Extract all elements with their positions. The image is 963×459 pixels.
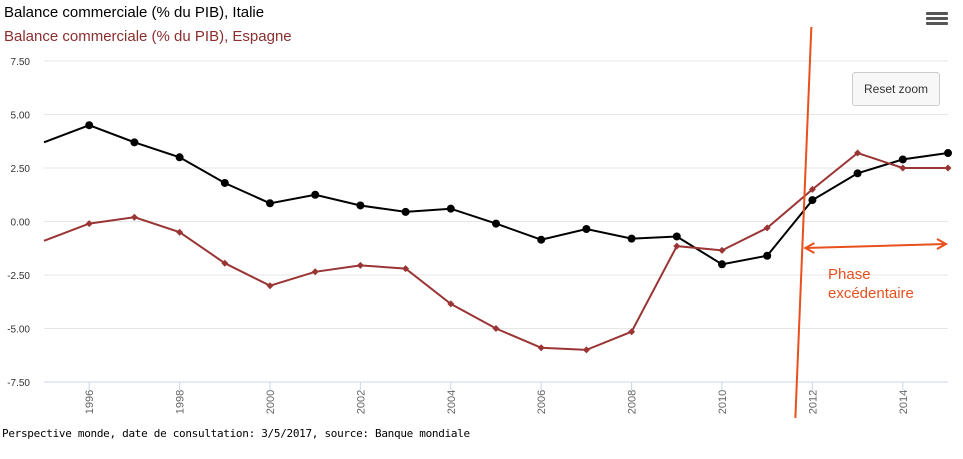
x-tick-label: 2008 <box>627 390 639 414</box>
x-tick-label: 1998 <box>175 390 187 414</box>
annotation-vertical-line <box>794 26 813 419</box>
data-point <box>446 204 455 213</box>
data-point <box>627 234 636 243</box>
hamburger-menu-icon[interactable] <box>926 10 948 28</box>
data-point <box>944 164 952 172</box>
data-point <box>718 260 726 269</box>
data-point <box>673 242 681 250</box>
y-tick-label: -7.50 <box>7 378 30 389</box>
data-point <box>175 153 184 162</box>
data-point <box>266 199 274 208</box>
annotation-arrowhead-left <box>803 242 815 254</box>
annotation-arrow <box>805 243 947 249</box>
data-point <box>85 121 94 130</box>
data-point <box>808 185 816 193</box>
data-point <box>220 178 229 187</box>
y-tick-label: 5.00 <box>11 111 31 122</box>
data-point <box>763 224 771 232</box>
data-point <box>628 328 636 336</box>
chart-subtitle: Balance commerciale (% du PIB), Espagne <box>4 28 292 45</box>
y-tick-label: 0.00 <box>11 218 31 229</box>
data-point <box>854 149 862 157</box>
y-tick-label: 7.50 <box>11 57 31 68</box>
data-point <box>402 265 410 273</box>
x-tick-label: 2006 <box>536 390 548 414</box>
data-point <box>763 251 772 260</box>
x-tick-label: 1996 <box>84 390 96 414</box>
annotation-arrowhead-right <box>936 238 949 250</box>
data-point <box>537 235 546 244</box>
data-point <box>311 190 320 199</box>
data-point <box>311 268 319 276</box>
data-point <box>944 149 952 158</box>
data-point <box>899 164 907 172</box>
x-tick-label: 2010 <box>717 390 729 414</box>
data-point <box>356 261 364 269</box>
data-point <box>582 224 591 233</box>
data-point <box>582 346 590 354</box>
data-point <box>537 344 545 352</box>
data-point <box>130 138 139 147</box>
data-point <box>718 246 726 254</box>
x-tick-label: 2014 <box>898 390 910 414</box>
x-tick-label: 2000 <box>265 390 277 414</box>
x-tick-label: 2002 <box>355 390 367 414</box>
annotation-text-line1: Phase <box>828 266 871 283</box>
data-point <box>898 155 907 164</box>
data-point <box>492 325 500 332</box>
data-point <box>808 196 817 205</box>
data-point <box>447 300 455 308</box>
data-point <box>221 259 229 267</box>
data-point <box>266 282 274 290</box>
x-tick-label: 2004 <box>446 390 458 414</box>
y-tick-label: -2.50 <box>7 271 30 282</box>
series-lines <box>43 121 952 354</box>
y-axis: 7.50 5.00 2.50 0.00 -2.50 -5.00 -7.50 <box>7 57 30 389</box>
data-point <box>853 169 862 178</box>
data-point <box>176 228 184 236</box>
y-tick-label: -5.00 <box>7 325 30 336</box>
data-point <box>130 213 138 221</box>
data-point <box>356 201 365 210</box>
annotation-text-line2: excédentaire <box>828 285 914 302</box>
data-point <box>672 232 681 241</box>
x-tick-label: 2012 <box>807 390 819 414</box>
chart-title: Balance commerciale (% du PIB), Italie <box>4 4 265 21</box>
annotation: Phase excédentaire <box>794 26 949 419</box>
reset-zoom-button[interactable]: Reset zoom <box>852 72 940 106</box>
x-axis: 1996 1998 2000 2002 2004 2006 2008 2010 2012 2014 <box>44 381 948 414</box>
y-tick-label: 2.50 <box>11 164 31 175</box>
data-point <box>401 207 410 216</box>
data-point <box>85 220 93 228</box>
data-point <box>492 219 500 228</box>
source-footer: Perspective monde, date de consultation:… <box>2 427 470 440</box>
